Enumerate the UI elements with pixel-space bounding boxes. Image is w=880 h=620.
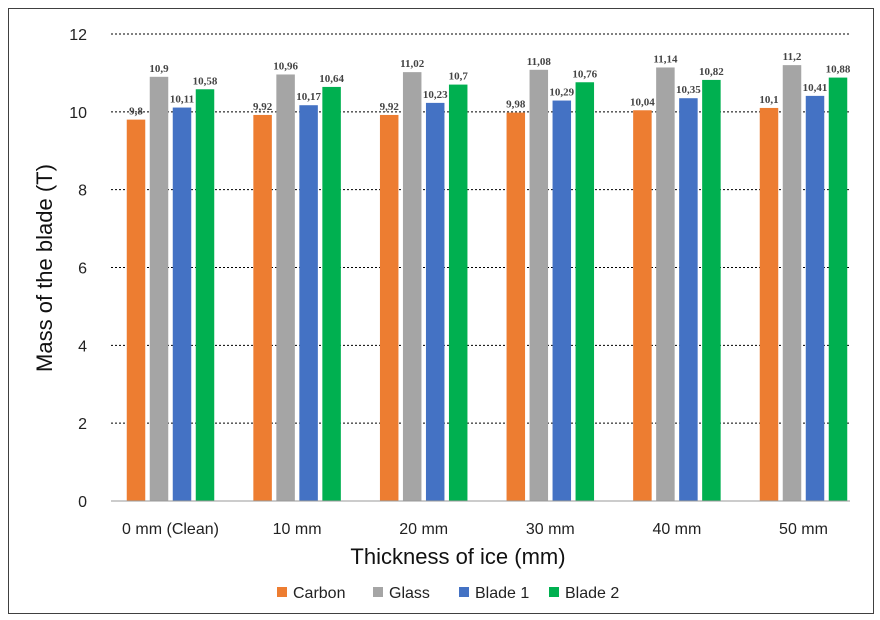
y-tick-label: 2 bbox=[78, 416, 87, 433]
data-label: 10,35 bbox=[676, 84, 701, 96]
data-label: 10,82 bbox=[699, 66, 724, 78]
bar-blade-2 bbox=[702, 79, 721, 502]
legend-label: Carbon bbox=[293, 585, 345, 602]
data-label: 10,96 bbox=[273, 60, 298, 72]
legend-swatch bbox=[549, 587, 559, 597]
data-label: 11,02 bbox=[400, 58, 425, 70]
data-label: 10,04 bbox=[630, 96, 655, 108]
data-label: 11,14 bbox=[653, 53, 678, 65]
bar-glass bbox=[782, 65, 802, 501]
y-tick-label: 0 bbox=[78, 494, 87, 511]
bar-blade-2 bbox=[575, 82, 595, 502]
bar-blade-1 bbox=[552, 100, 572, 502]
bar-glass bbox=[149, 76, 169, 501]
data-label: 10,41 bbox=[803, 82, 828, 94]
data-label: 9,92 bbox=[253, 101, 273, 113]
y-axis-ticks: 0 2 4 6 8 10 12 bbox=[69, 27, 87, 511]
data-label: 11,2 bbox=[783, 51, 802, 63]
x-tick-label: 20 mm bbox=[399, 521, 448, 538]
data-label: 10,7 bbox=[449, 71, 469, 83]
data-label: 9,8 bbox=[129, 106, 143, 118]
x-tick-label: 50 mm bbox=[779, 521, 828, 538]
data-labels: 9,8 10,9 10,11 10,58 9,92 10,96 10,17 10,64 9,92… bbox=[129, 51, 851, 117]
data-label: 10,11 bbox=[170, 94, 194, 106]
bar-carbon bbox=[379, 114, 399, 502]
data-label: 10,29 bbox=[549, 87, 574, 99]
data-label: 9,92 bbox=[380, 101, 400, 113]
bar-carbon bbox=[126, 119, 146, 501]
data-label: 10,23 bbox=[423, 89, 448, 101]
data-label: 10,64 bbox=[319, 73, 344, 85]
y-tick-label: 12 bbox=[69, 27, 87, 44]
bar-carbon bbox=[253, 114, 272, 502]
legend-swatch bbox=[459, 587, 469, 597]
data-label: 10,88 bbox=[826, 64, 851, 76]
bar-glass bbox=[656, 67, 675, 502]
bar-carbon bbox=[633, 110, 652, 501]
x-tick-label: 10 mm bbox=[273, 521, 322, 538]
bar-blade-2 bbox=[195, 89, 215, 502]
x-tick-label: 30 mm bbox=[526, 521, 575, 538]
x-axis-title: Thickness of ice (mm) bbox=[350, 544, 565, 569]
data-label: 10,1 bbox=[759, 94, 778, 106]
bar-glass bbox=[402, 72, 422, 501]
data-label: 10,58 bbox=[193, 75, 218, 87]
x-axis-ticks: 0 mm (Clean) 10 mm 20 mm 30 mm 40 mm 50 mm bbox=[122, 521, 828, 538]
data-label: 11,08 bbox=[527, 56, 552, 68]
bar-blade-2 bbox=[322, 86, 341, 501]
bar-blade-1 bbox=[299, 105, 318, 501]
bars bbox=[126, 65, 848, 502]
bar-blade-1 bbox=[805, 95, 825, 501]
bar-blade-2 bbox=[448, 84, 468, 501]
y-tick-label: 4 bbox=[78, 338, 87, 355]
data-label: 9,98 bbox=[506, 99, 526, 111]
bar-glass bbox=[276, 74, 295, 502]
bar-blade-1 bbox=[425, 102, 445, 501]
y-tick-label: 6 bbox=[78, 261, 87, 278]
legend: Carbon Glass Blade 1 Blade 2 bbox=[277, 585, 619, 602]
legend-label: Glass bbox=[389, 585, 430, 602]
y-tick-label: 10 bbox=[69, 105, 87, 122]
x-tick-label: 40 mm bbox=[652, 521, 701, 538]
bar-blade-1 bbox=[172, 107, 192, 502]
y-axis-title: Mass of the blade (T) bbox=[32, 164, 57, 372]
legend-label: Blade 1 bbox=[475, 585, 529, 602]
legend-swatch bbox=[373, 587, 383, 597]
gridlines bbox=[111, 33, 850, 424]
bar-carbon bbox=[506, 112, 526, 501]
bar-carbon bbox=[759, 107, 779, 502]
y-tick-label: 8 bbox=[78, 183, 87, 200]
bar-glass bbox=[529, 69, 549, 501]
bar-blade-1 bbox=[679, 98, 698, 502]
data-label: 10,9 bbox=[149, 63, 169, 75]
x-tick-label: 0 mm (Clean) bbox=[122, 521, 219, 538]
legend-swatch bbox=[277, 587, 287, 597]
legend-label: Blade 2 bbox=[565, 585, 619, 602]
data-label: 10,76 bbox=[572, 68, 597, 80]
data-label: 10,17 bbox=[296, 91, 321, 103]
bar-blade-2 bbox=[828, 77, 848, 501]
